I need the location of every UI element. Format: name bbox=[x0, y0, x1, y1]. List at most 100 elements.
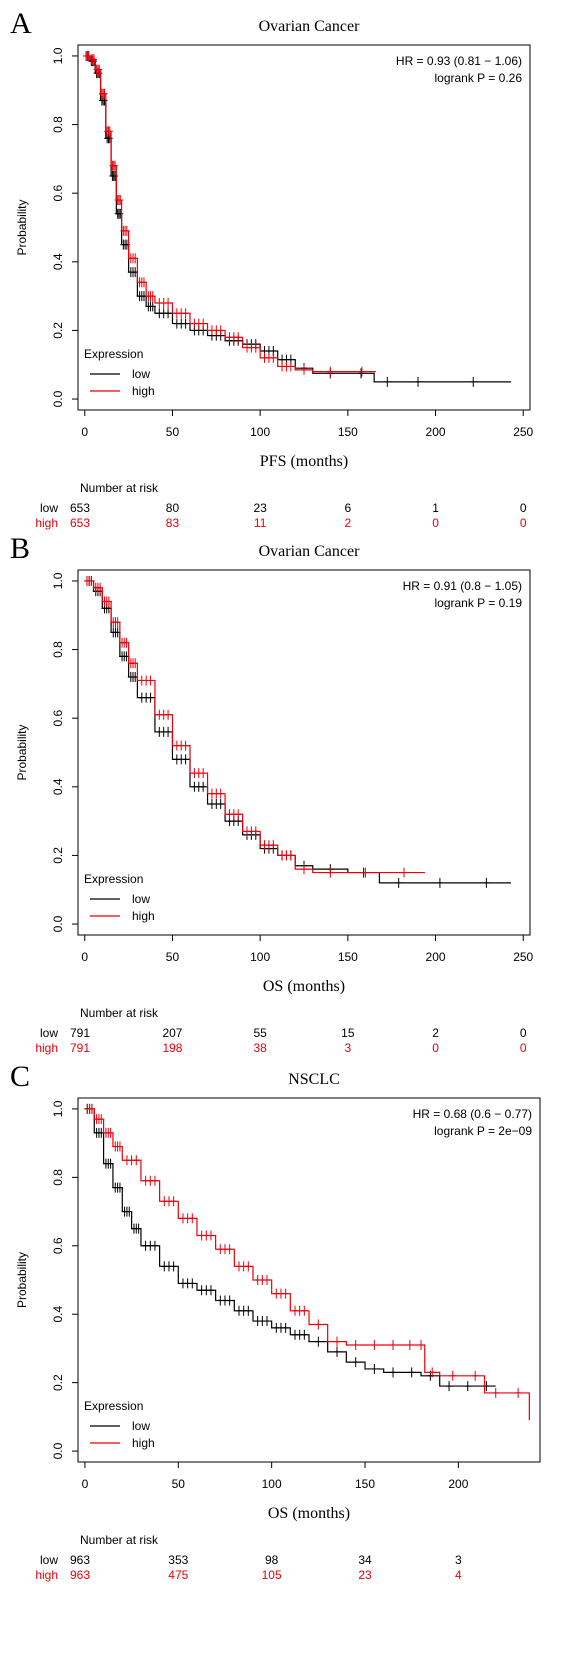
censor-mark-high bbox=[270, 352, 277, 363]
censor-mark-high bbox=[472, 1370, 479, 1381]
legend-label-high: high bbox=[132, 1436, 155, 1450]
risk-table-title: Number at risk bbox=[80, 481, 159, 495]
legend-title: Expression bbox=[84, 347, 143, 361]
censor-mark-high bbox=[371, 1340, 378, 1351]
legend-label-low: low bbox=[132, 1419, 150, 1433]
risk-value-low: 23 bbox=[253, 501, 267, 515]
censor-mark-high bbox=[400, 867, 407, 878]
censor-mark-high bbox=[101, 88, 108, 99]
censor-mark-low bbox=[282, 1322, 289, 1333]
y-tick-label: 1.0 bbox=[51, 572, 65, 589]
censor-mark-low bbox=[217, 798, 224, 809]
hr-annotation: HR = 0.68 (0.6 − 0.77) bbox=[413, 1107, 532, 1121]
risk-row-label-low: low bbox=[40, 1553, 58, 1567]
censor-mark-low bbox=[182, 754, 189, 765]
x-tick-label: 50 bbox=[172, 1477, 186, 1491]
censor-mark-low bbox=[189, 1278, 196, 1289]
plot-frame bbox=[77, 44, 531, 411]
y-axis-label: Probability bbox=[15, 1252, 29, 1308]
censor-mark-high bbox=[207, 1230, 214, 1241]
censor-mark-high bbox=[132, 253, 139, 264]
censor-mark-high bbox=[352, 1340, 359, 1351]
censor-mark-low bbox=[165, 726, 172, 737]
y-tick-label: 0.0 bbox=[51, 915, 65, 932]
censor-mark-low bbox=[357, 368, 364, 379]
censor-mark-low bbox=[371, 1363, 378, 1374]
hr-annotation: HR = 0.91 (0.8 − 1.05) bbox=[403, 579, 522, 593]
risk-value-high: 475 bbox=[168, 1568, 188, 1582]
censor-mark-high bbox=[132, 658, 139, 669]
risk-value-high: 38 bbox=[253, 1041, 267, 1055]
risk-value-low: 34 bbox=[358, 1553, 372, 1567]
risk-value-low: 15 bbox=[341, 1026, 355, 1040]
risk-table-title: Number at risk bbox=[80, 1533, 159, 1547]
risk-value-high: 83 bbox=[166, 516, 180, 530]
chart-title: Ovarian Cancer bbox=[259, 18, 361, 35]
risk-value-high: 653 bbox=[70, 516, 90, 530]
censor-mark-low bbox=[226, 1295, 233, 1306]
risk-value-low: 963 bbox=[70, 1553, 90, 1567]
hr-annotation: logrank P = 2e−09 bbox=[434, 1124, 532, 1138]
censor-mark-high bbox=[327, 867, 334, 878]
censor-mark-high bbox=[301, 1305, 308, 1316]
censor-mark-high bbox=[133, 1155, 140, 1166]
legend-title: Expression bbox=[84, 872, 143, 886]
x-tick-label: 50 bbox=[166, 950, 180, 964]
censor-mark-low bbox=[147, 692, 154, 703]
censor-mark-high bbox=[449, 1370, 456, 1381]
censor-mark-high bbox=[362, 867, 369, 878]
risk-value-high: 23 bbox=[358, 1568, 372, 1582]
legend-label-low: low bbox=[132, 892, 150, 906]
risk-value-high: 2 bbox=[345, 516, 352, 530]
x-tick-label: 250 bbox=[513, 425, 533, 439]
risk-value-high: 0 bbox=[520, 516, 527, 530]
censor-mark-high bbox=[252, 342, 259, 353]
censor-mark-high bbox=[107, 1127, 114, 1138]
censor-mark-high bbox=[106, 126, 113, 137]
censor-mark-low bbox=[334, 1346, 341, 1357]
censor-mark-high bbox=[252, 826, 259, 837]
risk-value-low: 80 bbox=[166, 501, 180, 515]
censor-mark-high bbox=[105, 596, 112, 607]
legend-label-high: high bbox=[132, 384, 155, 398]
risk-row-label-high: high bbox=[35, 1041, 58, 1055]
censor-mark-high bbox=[112, 160, 119, 171]
hr-annotation: HR = 0.93 (0.81 − 1.06) bbox=[396, 54, 522, 68]
censor-mark-low bbox=[200, 781, 207, 792]
censor-mark-low bbox=[464, 1381, 471, 1392]
censor-mark-low bbox=[470, 376, 477, 387]
censor-mark-low bbox=[390, 1367, 397, 1378]
censor-mark-low bbox=[414, 376, 421, 387]
censor-mark-high bbox=[263, 1275, 270, 1285]
censor-mark-low bbox=[165, 308, 172, 319]
censor-mark-high bbox=[200, 318, 207, 329]
x-tick-label: 100 bbox=[250, 950, 270, 964]
panel-a: A Ovarian Cancer 0.0 0.2 0.4 0.6 0.8 1.0 Probabi… bbox=[10, 7, 534, 530]
censor-mark-high bbox=[492, 1387, 499, 1398]
risk-value-high: 4 bbox=[455, 1568, 462, 1582]
plot-frame bbox=[77, 569, 531, 936]
censor-mark-low bbox=[207, 1285, 214, 1296]
censor-mark-high bbox=[200, 768, 207, 779]
x-tick-label: 50 bbox=[166, 425, 180, 439]
censor-mark-high bbox=[235, 809, 242, 820]
hr-annotation: logrank P = 0.19 bbox=[434, 596, 522, 610]
censor-mark-low bbox=[263, 1316, 270, 1327]
censor-mark-high bbox=[88, 1103, 95, 1114]
censor-mark-low bbox=[446, 1381, 453, 1392]
censor-mark-low bbox=[126, 1206, 133, 1217]
y-axis-label: Probability bbox=[15, 199, 29, 255]
y-tick-label: 0.4 bbox=[51, 253, 65, 270]
censor-mark-high bbox=[170, 1196, 177, 1207]
censor-mark-low bbox=[149, 301, 156, 312]
plot-frame bbox=[77, 1097, 541, 1463]
panel-label: A bbox=[10, 7, 32, 40]
y-tick-label: 1.0 bbox=[51, 1100, 65, 1117]
censor-mark-low bbox=[301, 1329, 308, 1340]
censor-mark-low bbox=[384, 376, 391, 387]
censor-mark-high bbox=[116, 1141, 123, 1152]
risk-value-low: 653 bbox=[70, 501, 90, 515]
risk-value-high: 0 bbox=[432, 1041, 439, 1055]
y-axis-label: Probability bbox=[15, 724, 29, 780]
censor-mark-high bbox=[235, 332, 242, 343]
